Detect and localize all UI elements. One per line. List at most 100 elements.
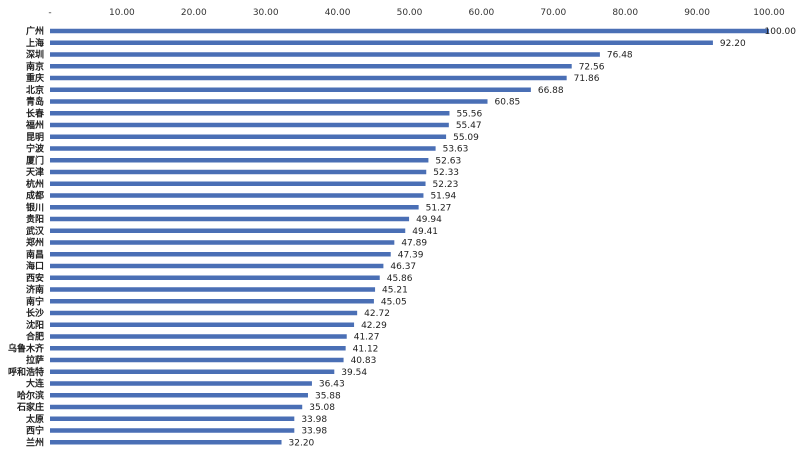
bar bbox=[50, 287, 376, 292]
category-label: 南昌 bbox=[26, 248, 44, 260]
bar bbox=[50, 393, 308, 398]
bar bbox=[50, 87, 531, 92]
bar bbox=[50, 240, 395, 245]
category-label: 北京 bbox=[26, 84, 44, 96]
value-label: 52.63 bbox=[435, 156, 461, 166]
category-label: 大连 bbox=[26, 378, 45, 390]
value-label: 41.12 bbox=[353, 344, 379, 354]
category-label: 南宁 bbox=[26, 295, 44, 307]
value-label: 35.88 bbox=[315, 391, 341, 401]
value-label: 72.56 bbox=[579, 62, 605, 72]
bar bbox=[50, 52, 600, 57]
value-label: 60.85 bbox=[495, 98, 521, 108]
value-label: 55.47 bbox=[456, 121, 482, 131]
x-tick-label: 90.00 bbox=[684, 8, 710, 18]
category-label: 南京 bbox=[26, 60, 44, 72]
category-label: 郑州 bbox=[26, 237, 44, 249]
value-label: 51.94 bbox=[430, 192, 456, 202]
category-label: 厦门 bbox=[26, 154, 44, 166]
value-label: 46.37 bbox=[390, 262, 416, 272]
category-label: 太原 bbox=[25, 413, 44, 425]
category-label: 青岛 bbox=[26, 96, 44, 108]
value-label: 45.86 bbox=[387, 274, 413, 284]
category-label: 杭州 bbox=[26, 178, 44, 190]
category-label: 成都 bbox=[26, 190, 44, 202]
x-tick-label: 20.00 bbox=[181, 8, 207, 18]
value-label: 42.29 bbox=[361, 321, 387, 331]
category-label: 石家庄 bbox=[16, 401, 44, 413]
bar bbox=[50, 369, 335, 374]
bar bbox=[50, 404, 303, 410]
bar bbox=[50, 263, 384, 269]
bar bbox=[50, 181, 426, 186]
x-tick-label: 50.00 bbox=[397, 8, 423, 18]
bar bbox=[50, 275, 380, 280]
bar bbox=[50, 428, 295, 433]
value-label: 47.89 bbox=[401, 239, 427, 249]
category-label: 西安 bbox=[26, 272, 44, 284]
category-label: 济南 bbox=[26, 284, 44, 296]
value-label: 35.08 bbox=[309, 403, 335, 413]
value-label: 100.00 bbox=[765, 27, 797, 37]
category-label: 银川 bbox=[26, 201, 44, 213]
value-label: 52.33 bbox=[433, 168, 459, 178]
value-label: 33.98 bbox=[301, 427, 327, 437]
bar bbox=[50, 416, 295, 421]
value-label: 32.20 bbox=[289, 438, 315, 448]
bar bbox=[50, 169, 427, 175]
x-tick-label: 60.00 bbox=[469, 8, 495, 18]
value-label: 53.63 bbox=[443, 145, 469, 155]
value-label: 47.39 bbox=[398, 250, 424, 260]
bar bbox=[50, 205, 419, 210]
category-label: 沈阳 bbox=[26, 319, 44, 331]
x-tick-label: 30.00 bbox=[253, 8, 279, 18]
value-label: 71.86 bbox=[574, 74, 600, 84]
value-label: 66.88 bbox=[538, 86, 564, 96]
category-label: 重庆 bbox=[26, 72, 44, 84]
category-labels: 广州上海深圳南京重庆北京青岛长春福州昆明宁波厦门天津杭州成都银川贵阳武汉郑州南昌… bbox=[8, 25, 45, 448]
category-label: 昆明 bbox=[26, 132, 44, 143]
category-label: 拉萨 bbox=[26, 354, 44, 366]
category-label: 贵阳 bbox=[26, 213, 44, 225]
value-label: 45.05 bbox=[381, 297, 407, 307]
category-label: 哈尔滨 bbox=[17, 389, 44, 401]
bar bbox=[50, 357, 344, 363]
value-label: 51.27 bbox=[426, 203, 452, 213]
value-label: 49.94 bbox=[416, 215, 442, 225]
x-tick-label: 40.00 bbox=[325, 8, 351, 18]
value-label: 40.83 bbox=[351, 356, 377, 366]
x-tick-label: 80.00 bbox=[612, 8, 638, 18]
value-label: 45.21 bbox=[382, 286, 408, 296]
category-label: 广州 bbox=[26, 25, 44, 37]
value-label: 36.43 bbox=[319, 380, 345, 390]
bar bbox=[50, 146, 436, 151]
value-label: 92.20 bbox=[720, 39, 746, 49]
category-label: 上海 bbox=[26, 37, 44, 49]
value-label: 76.48 bbox=[607, 51, 633, 61]
value-label: 55.09 bbox=[453, 133, 479, 143]
value-label: 49.41 bbox=[412, 227, 438, 237]
x-tick-label: 70.00 bbox=[540, 8, 566, 18]
x-tick-label: - bbox=[48, 8, 51, 18]
bar bbox=[50, 134, 447, 139]
category-label: 呼和浩特 bbox=[8, 366, 44, 378]
category-label: 深圳 bbox=[26, 49, 44, 61]
category-label: 福州 bbox=[25, 119, 44, 131]
value-label: 33.98 bbox=[301, 415, 327, 425]
bar bbox=[50, 158, 429, 163]
value-label: 55.56 bbox=[456, 109, 482, 119]
bar bbox=[50, 28, 769, 34]
category-label: 合肥 bbox=[26, 331, 44, 343]
bars bbox=[50, 28, 769, 445]
value-label: 42.72 bbox=[364, 309, 390, 319]
x-axis: - 10.00 20.00 30.00 40.00 50.00 60.00 70.00 80.0… bbox=[48, 8, 785, 18]
bar bbox=[50, 334, 347, 339]
bar bbox=[50, 310, 358, 316]
category-label: 天津 bbox=[26, 166, 44, 178]
bar bbox=[50, 228, 406, 233]
bar bbox=[50, 64, 572, 69]
bar bbox=[50, 440, 282, 445]
bar bbox=[50, 322, 355, 327]
